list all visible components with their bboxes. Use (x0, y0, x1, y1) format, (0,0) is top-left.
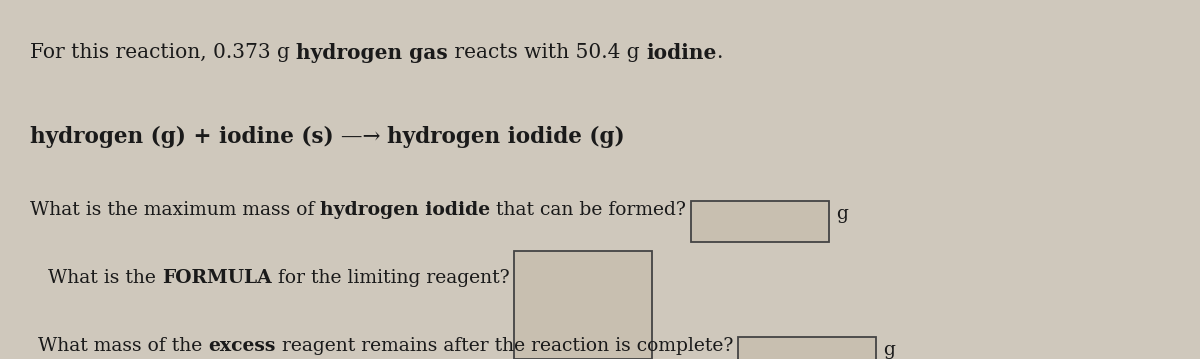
Text: hydrogen iodide (g): hydrogen iodide (g) (386, 126, 624, 148)
Text: FORMULA: FORMULA (162, 269, 271, 287)
Bar (514, 251, 652, 359)
Text: What is the maximum mass of: What is the maximum mass of (30, 201, 320, 219)
Text: What is the: What is the (48, 269, 162, 287)
Bar (691, 201, 829, 242)
Text: iodine: iodine (646, 43, 716, 63)
Text: What mass of the: What mass of the (38, 337, 209, 355)
Text: reagent remains after the reaction is complete?: reagent remains after the reaction is co… (276, 337, 733, 355)
Text: hydrogen gas: hydrogen gas (296, 43, 448, 63)
Text: iodine (s): iodine (s) (218, 126, 334, 148)
Text: For this reaction, 0.373 g: For this reaction, 0.373 g (30, 43, 296, 62)
Text: .: . (716, 43, 722, 62)
Text: reacts with 50.4 g: reacts with 50.4 g (448, 43, 646, 62)
Text: g: g (883, 341, 895, 359)
Text: +: + (186, 126, 218, 148)
Text: —→: —→ (334, 126, 386, 148)
Text: hydrogen (g): hydrogen (g) (30, 126, 186, 148)
Text: for the limiting reagent?: for the limiting reagent? (271, 269, 509, 287)
Text: g: g (836, 205, 848, 223)
Text: that can be formed?: that can be formed? (491, 201, 686, 219)
Text: hydrogen iodide: hydrogen iodide (320, 201, 491, 219)
Bar (738, 337, 876, 359)
Text: excess: excess (209, 337, 276, 355)
